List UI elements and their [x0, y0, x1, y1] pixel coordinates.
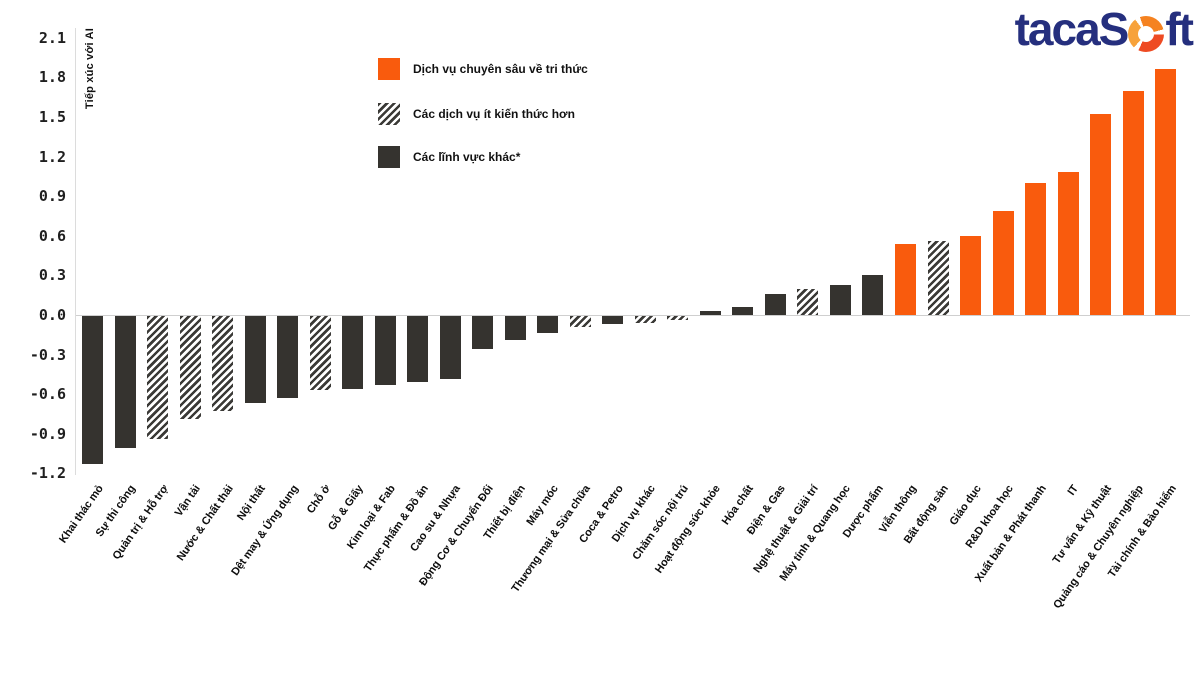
- legend-item-less-knowledge-services: Các dịch vụ ít kiến thức hơn: [378, 103, 575, 125]
- y-tick-label: 1.5: [38, 108, 66, 126]
- bar: [829, 284, 851, 315]
- bar: [1155, 69, 1177, 315]
- legend-swatch-orange-icon: [378, 58, 400, 80]
- legend-swatch-hatched-icon: [378, 103, 400, 125]
- y-tick-label: -0.3: [29, 345, 66, 364]
- bar: [960, 235, 982, 315]
- y-tick-label: 2.1: [38, 28, 66, 47]
- bar: [439, 316, 461, 380]
- bar: [895, 243, 916, 315]
- bar: [179, 316, 201, 419]
- y-tick-label: 1.2: [38, 147, 66, 166]
- bar: [764, 293, 786, 315]
- bar: [277, 316, 299, 398]
- bar: [374, 316, 396, 385]
- bar: [732, 307, 754, 315]
- legend-swatch-dark-icon: [378, 146, 400, 168]
- legend-label: Các dịch vụ ít kiến thức hơn: [413, 107, 575, 121]
- legend-label: Các lĩnh vực khác*: [413, 150, 521, 164]
- logo-text-suffix: ft: [1165, 3, 1194, 55]
- bar: [1090, 114, 1112, 315]
- bar: [472, 316, 494, 349]
- bar: [82, 316, 103, 464]
- y-tick-label: 1.8: [38, 68, 66, 87]
- zero-baseline: [76, 315, 1190, 316]
- bar: [407, 316, 429, 382]
- bar: [309, 316, 331, 390]
- y-tick-label: -0.6: [29, 385, 66, 404]
- bar: [212, 316, 234, 412]
- legend-item-knowledge-services: Dịch vụ chuyên sâu về tri thức: [378, 58, 588, 80]
- bar: [1122, 90, 1144, 315]
- legend-label: Dịch vụ chuyên sâu về tri thức: [413, 62, 588, 76]
- bar: [862, 275, 884, 315]
- bar: [1057, 172, 1079, 315]
- bar: [797, 288, 819, 315]
- y-tick-label: 0.9: [38, 187, 66, 206]
- y-axis-title: Tiếp xúc với AI: [84, 28, 96, 110]
- bar: [147, 316, 169, 439]
- brand-logo: tacaS ft: [1014, 3, 1194, 56]
- bar: [504, 316, 526, 340]
- bar: [114, 316, 136, 448]
- y-axis-line: [75, 28, 76, 475]
- bar: [602, 316, 624, 324]
- bar: [537, 316, 559, 334]
- bar: [699, 311, 721, 315]
- legend-item-other-sectors: Các lĩnh vực khác*: [378, 146, 520, 168]
- y-tick-label: 0.6: [38, 226, 66, 245]
- y-tick-label: -1.2: [29, 464, 66, 483]
- bar: [342, 316, 364, 389]
- bar: [667, 316, 689, 320]
- logo-text-prefix: tacaS: [1014, 3, 1130, 55]
- bar: [634, 316, 656, 323]
- bar: [1025, 183, 1047, 315]
- bar: [244, 316, 266, 404]
- y-tick-label: 0.3: [38, 266, 66, 285]
- bar: [992, 210, 1014, 315]
- logo-o-swirl-icon: [1128, 16, 1165, 52]
- y-tick-label: -0.9: [29, 424, 66, 443]
- bar: [927, 241, 949, 315]
- bar: [569, 316, 591, 327]
- y-tick-label: 0.0: [38, 306, 66, 324]
